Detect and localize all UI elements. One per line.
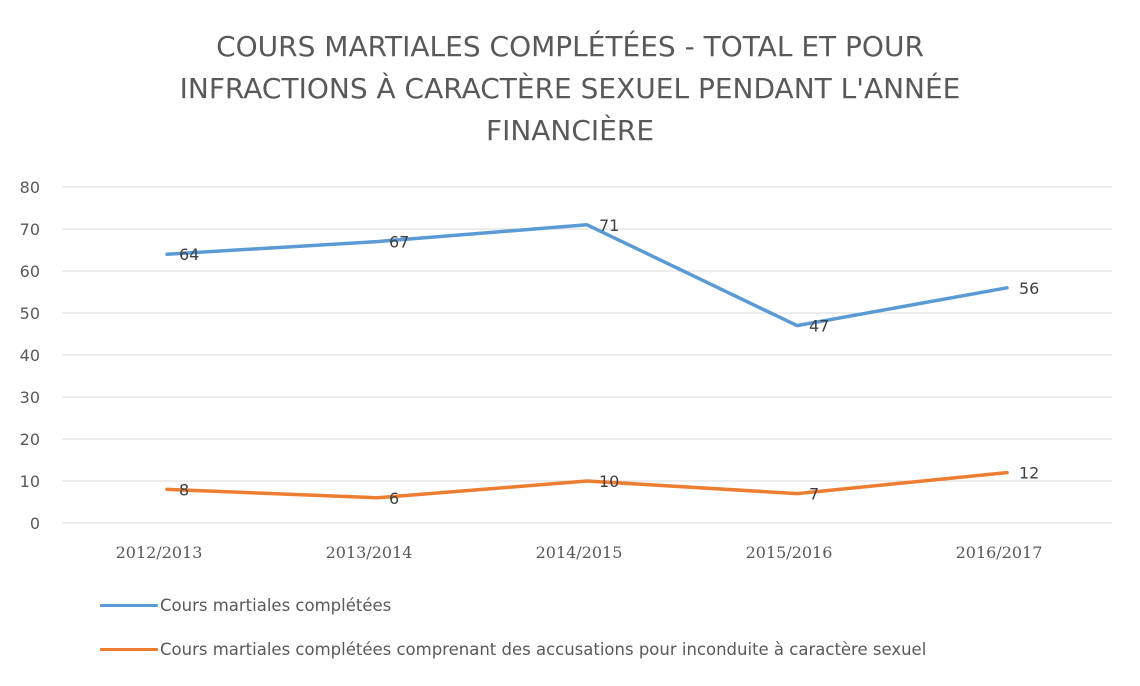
chart-title-line: INFRACTIONS À CARACTÈRE SEXUEL PENDANT L… (179, 72, 961, 105)
x-tick-label: 2016/2017 (956, 543, 1043, 562)
x-tick-label: 2012/2013 (116, 543, 203, 562)
y-tick-label: 50 (20, 304, 40, 323)
y-tick-label: 70 (20, 220, 40, 239)
data-label: 47 (809, 317, 829, 336)
data-label: 7 (809, 485, 819, 504)
y-tick-label: 60 (20, 262, 40, 281)
x-tick-label: 2013/2014 (326, 543, 413, 562)
data-label: 71 (599, 216, 619, 235)
y-tick-label: 80 (20, 178, 40, 197)
series-line-1 (165, 223, 1009, 328)
data-label: 6 (389, 489, 399, 508)
y-tick-label: 0 (30, 514, 40, 533)
y-tick-label: 30 (20, 388, 40, 407)
data-label: 64 (179, 245, 199, 264)
chart-title-line: FINANCIÈRE (485, 114, 655, 147)
data-label: 10 (599, 472, 619, 491)
legend-swatch-blue (100, 604, 158, 607)
chart-title-line: COURS MARTIALES COMPLÉTÉES - TOTAL ET PO… (216, 30, 924, 63)
y-tick-label: 20 (20, 430, 40, 449)
legend-label: Cours martiales complétées (160, 596, 392, 615)
y-tick-label: 40 (20, 346, 40, 365)
data-label: 67 (389, 233, 409, 252)
y-tick-label: 10 (20, 472, 40, 491)
legend-swatch-orange (100, 648, 158, 651)
x-tick-label: 2015/2016 (746, 543, 833, 562)
legend-item-total: Cours martiales complétées (100, 596, 391, 615)
legend-label: Cours martiales complétées comprenant de… (160, 640, 927, 659)
data-label: 12 (1019, 464, 1039, 483)
data-label: 8 (179, 480, 189, 499)
data-label: 56 (1019, 279, 1039, 298)
chart-title: COURS MARTIALES COMPLÉTÉES - TOTAL ET PO… (0, 26, 1140, 152)
legend-item-sexual: Cours martiales complétées comprenant de… (100, 640, 926, 659)
x-tick-label: 2014/2015 (536, 543, 623, 562)
series-line-2 (165, 470, 1009, 500)
